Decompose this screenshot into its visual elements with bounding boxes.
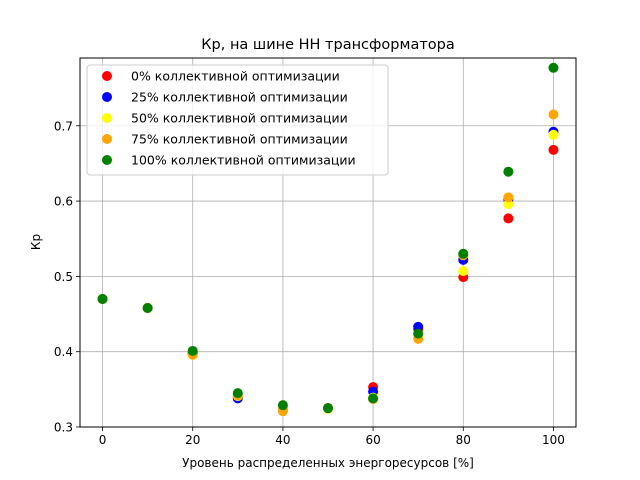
data-point-series-0 (548, 144, 559, 155)
data-point-series-4 (413, 328, 424, 339)
y-tick-label: 0.6 (54, 195, 73, 209)
x-tick-label: 80 (456, 433, 471, 447)
legend-box (86, 64, 389, 176)
x-tick-label: 0 (99, 433, 107, 447)
data-point-series-4 (277, 400, 288, 411)
y-axis: 0.3 0.4 0.5 0.6 0.7 (54, 119, 80, 435)
data-point-series-3 (503, 192, 514, 203)
legend-marker (102, 92, 112, 102)
legend-label: 50% коллективной оптимизации (131, 111, 348, 126)
data-point-series-4 (323, 403, 333, 414)
x-tick-label: 20 (185, 433, 200, 447)
data-point-series-4 (232, 388, 243, 399)
x-axis: 0 20 40 60 80 100 (99, 427, 565, 447)
chart-title: Кр, на шине НН трансформатора (201, 37, 455, 53)
data-point-series-4 (503, 166, 514, 177)
legend-marker (102, 155, 112, 165)
y-tick-label: 0.4 (54, 345, 73, 359)
data-point-series-2 (458, 266, 469, 277)
data-point-series-4 (458, 248, 469, 259)
legend: 0% коллективной оптимизации 25% коллектив… (86, 64, 389, 176)
legend-marker (102, 71, 112, 81)
data-point-series-4 (142, 303, 153, 314)
legend-label: 0% коллективной оптимизации (131, 69, 340, 84)
y-tick-label: 0.5 (54, 270, 73, 284)
legend-marker (102, 113, 112, 123)
legend-label: 100% коллективной оптимизации (131, 153, 356, 168)
data-point-series-4 (548, 62, 559, 73)
data-points (97, 62, 559, 417)
y-tick-label: 0.7 (54, 119, 73, 133)
y-tick-label: 0.3 (54, 421, 73, 435)
y-axis-label: Кр (29, 234, 43, 250)
legend-label: 75% коллективной оптимизации (131, 132, 348, 147)
data-point-series-4 (368, 393, 379, 404)
plot-frame (79, 57, 577, 428)
x-axis-label: Уровень распределенных энергоресурсов [%… (182, 456, 474, 470)
data-point-series-4 (187, 345, 198, 356)
legend-marker (102, 134, 112, 144)
data-point-series-2 (548, 129, 559, 140)
x-tick-label: 100 (542, 433, 565, 447)
data-point-series-4 (97, 293, 108, 304)
legend-label: 25% коллективной оптимизации (131, 90, 348, 105)
data-point-series-0 (503, 213, 514, 224)
x-tick-label: 40 (275, 433, 290, 447)
data-point-series-3 (548, 109, 559, 120)
x-tick-label: 60 (365, 433, 380, 447)
